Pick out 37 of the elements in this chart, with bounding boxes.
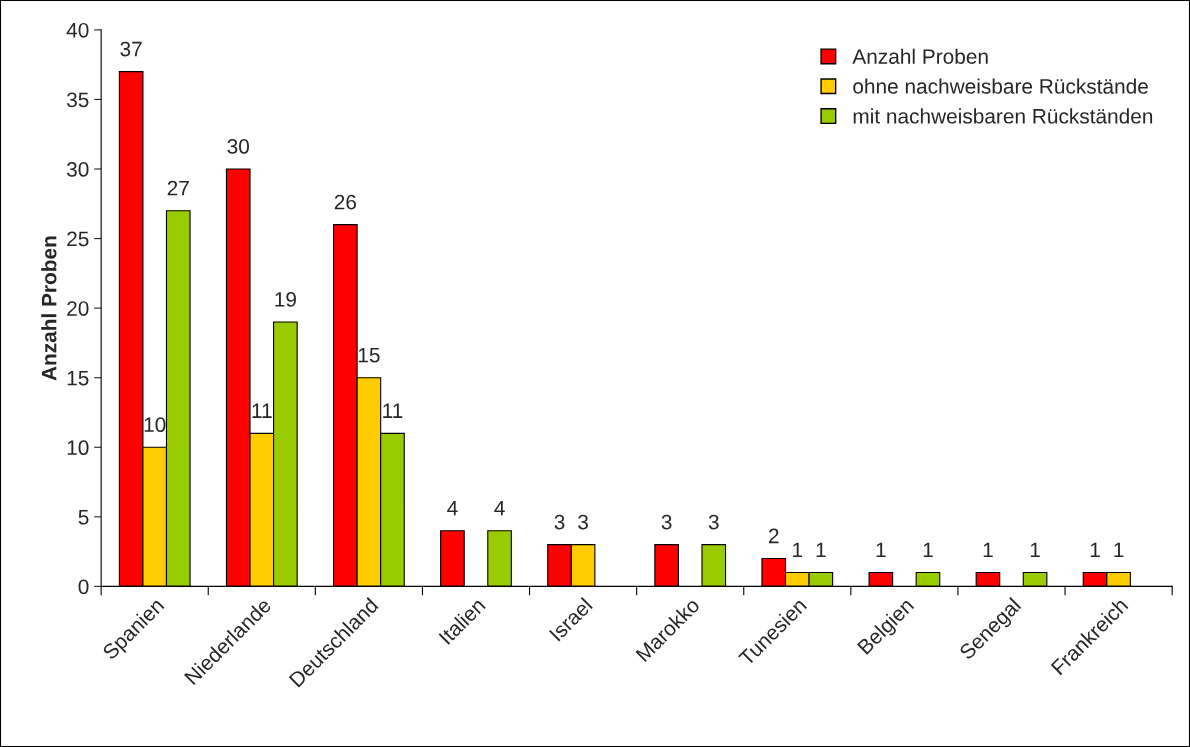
data-label: 4 bbox=[494, 500, 505, 516]
data-label: 3 bbox=[554, 514, 565, 530]
y-tick-label: 15 bbox=[67, 370, 89, 386]
y-tick-label: 0 bbox=[78, 579, 89, 595]
data-label: 10 bbox=[144, 417, 166, 433]
y-tick-label: 10 bbox=[67, 440, 89, 456]
legend-label: Anzahl Proben bbox=[852, 48, 988, 64]
legend-label: ohne nachweisbare Rückstände bbox=[853, 78, 1148, 94]
data-label: 1 bbox=[1114, 542, 1124, 558]
data-label: 1 bbox=[1090, 542, 1100, 558]
data-label: 3 bbox=[578, 514, 588, 530]
legend-label: mit nachweisbaren Rückständen bbox=[853, 108, 1153, 124]
y-tick-label: 30 bbox=[66, 162, 89, 177]
data-label: 1 bbox=[816, 542, 826, 558]
data-label: 30 bbox=[227, 139, 250, 154]
y-axis-title: Anzahl Proben bbox=[41, 236, 57, 381]
data-label: 4 bbox=[447, 500, 458, 516]
data-label: 1 bbox=[876, 542, 886, 558]
data-label: 19 bbox=[275, 292, 296, 307]
y-tick-label: 20 bbox=[67, 301, 89, 316]
data-label: 1 bbox=[793, 542, 803, 558]
data-label: 3 bbox=[661, 514, 672, 530]
data-label: 3 bbox=[708, 514, 719, 530]
y-tick-label: 35 bbox=[66, 92, 89, 108]
data-label: 1 bbox=[983, 542, 993, 558]
data-label: 1 bbox=[1030, 542, 1040, 558]
y-tick-label: 40 bbox=[66, 22, 89, 38]
y-tick-label: 5 bbox=[78, 510, 89, 525]
data-label: 11 bbox=[252, 403, 272, 418]
y-tick-label: 25 bbox=[67, 231, 89, 247]
data-label: 15 bbox=[358, 347, 380, 363]
data-label: 37 bbox=[120, 41, 142, 57]
data-label: 26 bbox=[334, 194, 357, 210]
data-label: 1 bbox=[923, 542, 933, 558]
data-label: 11 bbox=[383, 403, 403, 418]
data-label: 2 bbox=[768, 528, 779, 544]
data-label: 27 bbox=[167, 180, 189, 196]
